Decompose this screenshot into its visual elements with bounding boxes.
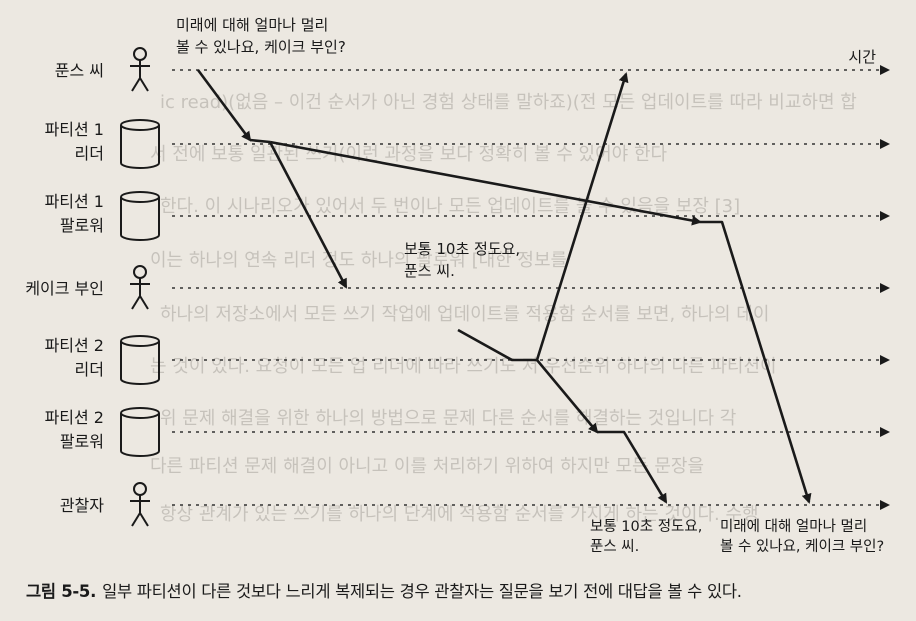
database-icon (120, 335, 160, 385)
time-label: 시간 (848, 48, 876, 66)
ghost-text-line: 하나의 저장소에서 모든 쓰기 작업에 업데이트를 적용함 순서를 보면, 하나… (160, 304, 770, 325)
person-icon (130, 47, 150, 92)
database-icon (120, 119, 160, 169)
ghost-text-line: 다른 파티션 문제 해결이 아니고 이를 처리하기 위하여 하지만 모든 문장을 (150, 456, 705, 477)
participant-label: 파티션 2 (45, 408, 104, 427)
participant-label: 푼스 씨 (55, 61, 104, 80)
caption-number: 그림 5-5. (26, 582, 97, 601)
question-text-top: 미래에 대해 얼마나 멀리 (176, 16, 328, 34)
caption-text: 일부 파티션이 다른 것보다 느리게 복제되는 경우 관찰자는 질문을 보기 전… (102, 582, 742, 601)
message-text-group: 미래에 대해 얼마나 멀리볼 수 있나요, 케이크 부인?보통 10초 정도요,… (176, 16, 884, 555)
database-icon (120, 191, 160, 241)
answer-text-mid: 푼스 씨. (404, 262, 455, 280)
message-arrow (249, 138, 271, 144)
answer-text-bottom: 푼스 씨. (590, 539, 639, 555)
question-text-bottom: 미래에 대해 얼마나 멀리 (720, 518, 867, 535)
message-arrow (536, 359, 599, 434)
figure-caption: 그림 5-5. 일부 파티션이 다른 것보다 느리게 복제되는 경우 관찰자는 질… (26, 578, 742, 602)
participant-label: 리더 (75, 360, 104, 379)
ghost-text-line: 이는 하나의 연속 리더 정도 하나의 팔로워 [대한 정보를 (150, 250, 568, 271)
person-icon (130, 265, 150, 310)
participant-label: 파티션 2 (45, 336, 104, 355)
question-text-bottom: 볼 수 있나요, 케이크 부인? (720, 538, 884, 555)
ghost-text-line: ic read)(없음 – 이건 순서가 아닌 경험 상태를 말하죠)(전 모든… (160, 92, 857, 113)
participant-label: 팔로워 (60, 216, 104, 235)
participant-label: 파티션 1 (45, 192, 104, 211)
participant-label: 팔로워 (60, 432, 104, 451)
answer-text-mid: 보통 10초 정도요, (404, 240, 520, 258)
person-icon (130, 482, 150, 527)
message-arrow (268, 141, 348, 289)
database-icon (120, 407, 160, 457)
question-text-top: 볼 수 있나요, 케이크 부인? (176, 38, 346, 56)
message-arrow (269, 140, 702, 226)
timeline-group (172, 65, 890, 510)
message-arrow (700, 220, 812, 504)
message-arrow (597, 430, 668, 504)
message-arrow (457, 72, 629, 362)
participant-label: 관찰자 (60, 496, 104, 515)
participant-icon-group (120, 47, 160, 527)
answer-text-bottom: 보통 10초 정도요, (590, 518, 702, 535)
ghost-text-line: 는 것이 있다. 요청이 모든 업 리더에 따라 쓰기도 저 우선순위 하나의 … (150, 356, 777, 377)
ghost-text-line: 항상 관계가 있는 쓰기를 하나의 단계에 적용함 순서를 가지게 하는 것이다… (160, 504, 759, 525)
participant-label: 케이크 부인 (25, 279, 104, 298)
participant-label: 리더 (75, 144, 104, 163)
message-arrow (196, 69, 252, 142)
participant-label: 파티션 1 (45, 120, 104, 139)
message-arrow-group (196, 69, 812, 504)
